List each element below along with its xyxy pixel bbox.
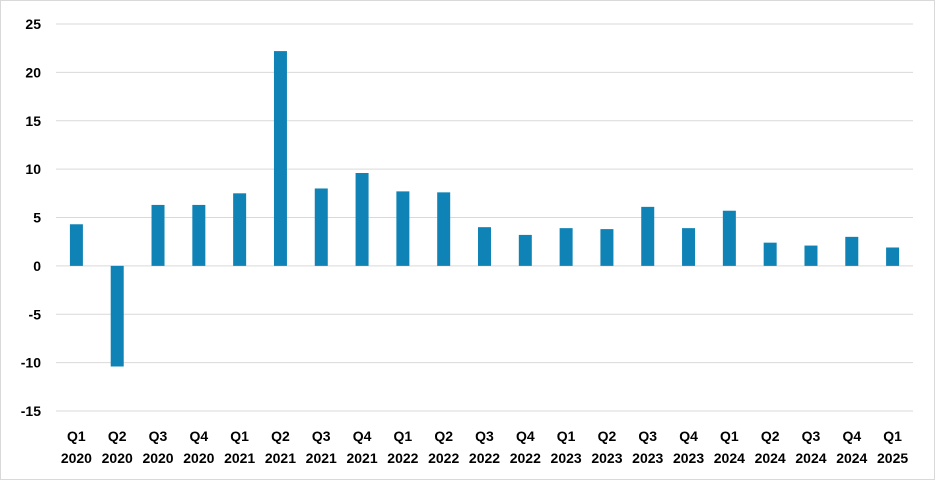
bar [763,242,777,266]
x-tick-label: Q4 2020 [183,428,214,466]
bar [804,245,818,266]
bar [845,236,859,266]
x-tick-label: Q2 2021 [265,428,296,466]
x-tick-label: Q3 2023 [632,428,663,466]
x-tick-label: Q4 2024 [836,428,867,466]
x-tick-label: Q1 2023 [551,428,582,466]
x-tick-label: Q1 2021 [224,428,255,466]
bar [722,210,736,266]
y-tick-label: 5 [33,210,41,226]
bar [233,193,247,266]
x-tick-label: Q1 2022 [387,428,418,466]
y-tick-label: -5 [29,306,42,322]
bar [355,172,369,266]
bar [600,229,614,266]
x-tick-label: Q3 2022 [469,428,500,466]
x-tick-label: Q1 2020 [61,428,92,466]
y-tick-label: 10 [25,161,41,177]
bar [641,206,655,266]
bar [478,227,491,266]
x-tick-label: Q2 2022 [428,428,459,466]
x-tick-label: Q2 2020 [102,428,133,466]
gridlines [56,23,913,412]
y-tick-label: 0 [33,258,41,274]
x-tick-label: Q2 2024 [755,428,786,466]
y-tick-label: 25 [25,16,41,32]
x-axis-tick-labels: Q1 2020 Q2 2020 Q3 2020 Q4 2020 Q1 2021 Q2 2021 Q3 20… [61,428,909,466]
bar [437,192,451,266]
y-tick-label: 15 [25,113,41,129]
bar [518,234,532,266]
x-tick-label: Q3 2020 [142,428,173,466]
x-tick-label: Q3 2021 [306,428,337,466]
bar [886,247,900,266]
y-tick-label: 20 [25,64,41,80]
bar [682,228,696,266]
bar [314,188,328,266]
x-tick-label: Q3 2024 [795,428,826,466]
x-tick-label: Q4 2022 [510,428,541,466]
bar [110,265,124,367]
x-tick-label: Q4 2021 [346,428,377,466]
bar [273,51,287,266]
x-tick-label: Q2 2023 [591,428,622,466]
y-tick-label: -15 [21,403,41,419]
bar [396,191,410,266]
x-tick-label: Q4 2023 [673,428,704,466]
bar [69,224,83,266]
x-tick-label: Q1 2025 [877,428,908,466]
y-axis-tick-labels: 25 20 15 10 5 0 -5 -10 -15 [21,16,41,419]
bar [151,204,165,266]
x-tick-label: Q1 2024 [714,428,745,466]
y-tick-label: -10 [21,355,41,371]
bar [192,204,206,266]
bar [559,228,573,266]
bars [69,51,900,367]
